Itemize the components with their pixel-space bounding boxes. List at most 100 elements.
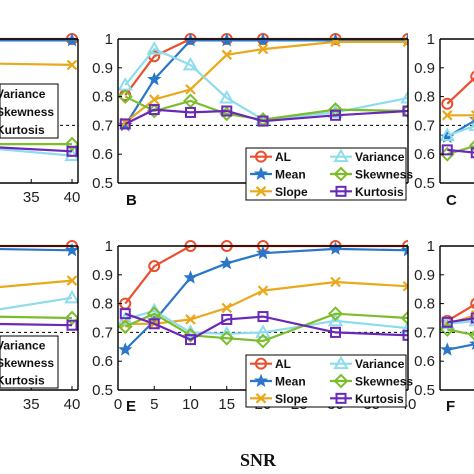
panel-d: 03540VarianceSkewnessKurtosis bbox=[0, 240, 81, 413]
legend-marker bbox=[255, 186, 267, 197]
data-point-variance bbox=[440, 127, 455, 141]
legend: Variance Skewness Kurtosis bbox=[0, 335, 59, 389]
data-point-variance bbox=[468, 121, 474, 131]
legend-label: Skewness bbox=[355, 168, 413, 182]
data-point-slope bbox=[470, 110, 474, 121]
data-point-mean bbox=[219, 255, 234, 270]
data-point-skewness bbox=[219, 330, 235, 346]
y-tick-label: 0.7 bbox=[92, 117, 113, 134]
data-point-mean bbox=[65, 242, 78, 257]
data-point-mean bbox=[401, 242, 408, 257]
data-point-kurtosis bbox=[221, 313, 233, 325]
data-point-variance bbox=[440, 315, 455, 330]
legend-box bbox=[0, 335, 59, 389]
legend-marker bbox=[333, 355, 349, 370]
data-point-mean bbox=[147, 71, 162, 86]
x-tick-label: 40 bbox=[64, 189, 81, 206]
x-tick-label: 0 bbox=[114, 396, 122, 413]
data-point-slope bbox=[66, 59, 78, 71]
data-point-variance bbox=[182, 56, 199, 71]
x-tick-label: 5 bbox=[150, 396, 158, 413]
data-point-variance bbox=[327, 312, 344, 327]
y-tick-label: 0.7 bbox=[414, 324, 435, 341]
legend-marker bbox=[333, 166, 349, 182]
y-tick-label: 0.5 bbox=[92, 175, 113, 192]
data-point-skewness bbox=[64, 136, 78, 152]
y-tick-label: 1 bbox=[427, 31, 435, 48]
plot-area bbox=[0, 240, 78, 333]
data-point-al bbox=[470, 298, 474, 310]
y-tick-label: 0.8 bbox=[414, 296, 435, 313]
data-point-kurtosis bbox=[185, 106, 196, 118]
legend-label: Variance bbox=[0, 339, 46, 353]
series-line-mean bbox=[0, 247, 73, 252]
data-point-slope bbox=[257, 285, 269, 296]
legend-marker bbox=[333, 373, 349, 389]
data-point-slope bbox=[402, 281, 408, 292]
legend-label: Kurtosis bbox=[355, 392, 404, 406]
panel-letter: B bbox=[126, 192, 137, 209]
data-point-slope bbox=[330, 276, 341, 288]
y-tick-label: 0.6 bbox=[92, 353, 113, 370]
data-point-kurtosis bbox=[470, 147, 474, 159]
data-point-kurtosis bbox=[257, 115, 269, 127]
data-point-kurtosis bbox=[221, 105, 233, 117]
y-tick-label: 0.5 bbox=[414, 175, 435, 192]
data-point-mean bbox=[328, 241, 343, 255]
data-point-kurtosis bbox=[66, 319, 78, 331]
panel-c: 1 0.9 0.8 0.7 0.6 0.5 C bbox=[414, 31, 474, 209]
data-point-skewness bbox=[118, 89, 133, 105]
panel-e: 10.90.80.70.60.50510152025303540EALVaria… bbox=[92, 238, 416, 415]
y-tick-label: 0.8 bbox=[92, 89, 113, 106]
legend-marker bbox=[335, 185, 347, 197]
legend-label: Skewness bbox=[0, 356, 54, 370]
data-point-kurtosis bbox=[402, 329, 408, 341]
data-point-mean bbox=[440, 342, 455, 356]
data-point-slope bbox=[66, 275, 78, 286]
data-point-mean bbox=[118, 342, 133, 356]
data-point-mean bbox=[469, 341, 474, 350]
y-tick-label: 0.9 bbox=[92, 267, 113, 284]
series-line-al bbox=[446, 77, 474, 105]
legend-label: Mean bbox=[275, 168, 306, 182]
data-point-variance bbox=[146, 41, 162, 55]
legend-marker bbox=[333, 148, 349, 163]
data-point-slope bbox=[221, 302, 233, 314]
legend-label: Slope bbox=[275, 392, 308, 406]
panel-b: 1 0.9 0.8 0.7 0.6 0.5 B AL Variance Mean Skewness S… bbox=[92, 31, 413, 209]
data-point-skewness bbox=[183, 327, 198, 343]
series-line-al bbox=[124, 37, 408, 96]
data-point-variance bbox=[255, 324, 271, 338]
data-point-slope bbox=[185, 314, 196, 325]
data-point-variance bbox=[400, 90, 408, 104]
legend-label: AL bbox=[275, 357, 291, 371]
series-line-variance bbox=[124, 47, 408, 121]
y-tick-label: 0.8 bbox=[414, 89, 435, 106]
data-point-variance bbox=[219, 90, 235, 104]
legend-box bbox=[245, 147, 407, 201]
data-point-slope bbox=[185, 84, 196, 95]
series-line-kurtosis bbox=[124, 108, 408, 125]
plot-area bbox=[440, 70, 474, 162]
series-line-kurtosis bbox=[0, 322, 73, 327]
legend-marker bbox=[255, 150, 267, 163]
data-point-mean bbox=[183, 270, 198, 284]
x-axis-label: SNR bbox=[240, 450, 277, 470]
data-point-slope bbox=[221, 49, 233, 61]
data-point-skewness bbox=[118, 319, 133, 335]
data-point-variance bbox=[468, 316, 474, 327]
legend: AL Variance Mean Skewness Slope Kurtosis bbox=[245, 147, 413, 201]
data-point-kurtosis bbox=[185, 334, 196, 346]
data-point-kurtosis bbox=[330, 109, 341, 121]
y-tick-label: 0.6 bbox=[92, 146, 113, 163]
legend-box bbox=[245, 354, 407, 408]
legend-label: Variance bbox=[0, 87, 46, 101]
legend-label: Skewness bbox=[355, 375, 413, 389]
legend-label: Skewness bbox=[0, 105, 54, 119]
x-tick-label: 40 bbox=[64, 396, 81, 413]
legend-label: Kurtosis bbox=[0, 373, 45, 387]
data-point-kurtosis bbox=[330, 326, 341, 338]
series-line-skewness bbox=[124, 95, 408, 121]
data-point-kurtosis bbox=[119, 308, 131, 320]
